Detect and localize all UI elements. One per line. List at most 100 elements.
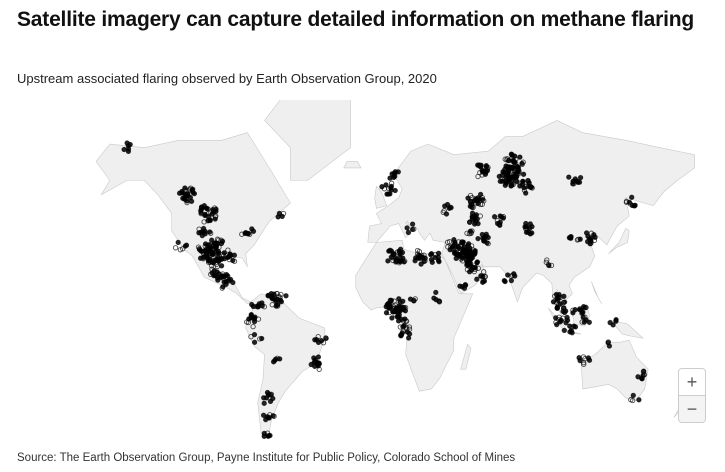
flare-dot[interactable] (513, 156, 519, 162)
flare-dot[interactable] (396, 296, 402, 302)
flare-dot[interactable] (569, 324, 575, 330)
flare-dot[interactable] (477, 191, 484, 198)
flare-dot[interactable] (212, 214, 219, 220)
flare-dot[interactable] (409, 226, 416, 233)
flare-dot[interactable] (268, 391, 275, 397)
flare-dot[interactable] (239, 231, 245, 237)
flare-dot[interactable] (388, 187, 394, 193)
flare-dot[interactable] (175, 239, 181, 246)
flare-dot[interactable] (513, 173, 520, 179)
flare-dot[interactable] (200, 229, 206, 235)
flare-dot[interactable] (523, 225, 530, 231)
zoom-in-button[interactable]: + (686, 372, 698, 392)
flare-dot[interactable] (462, 248, 468, 254)
flare-dot[interactable] (475, 235, 481, 242)
flare-dot[interactable] (214, 269, 220, 275)
flare-dot[interactable] (477, 213, 483, 219)
flare-dot[interactable] (528, 184, 535, 190)
flare-dot[interactable] (561, 293, 567, 299)
flare-dot[interactable] (261, 304, 267, 310)
flare-dot[interactable] (283, 293, 289, 299)
flare-dot[interactable] (208, 230, 214, 236)
flare-dot[interactable] (481, 238, 488, 244)
flare-dot[interactable] (581, 361, 587, 367)
flare-dot[interactable] (315, 339, 322, 346)
flare-dot[interactable] (517, 154, 523, 160)
flare-dot[interactable] (605, 339, 611, 346)
flare-dot[interactable] (508, 183, 514, 189)
flare-dot[interactable] (641, 368, 647, 374)
flare-dot[interactable] (472, 219, 479, 225)
flare-dot[interactable] (389, 315, 395, 321)
flare-dot[interactable] (586, 357, 593, 363)
flare-dot[interactable] (505, 164, 511, 170)
flare-dot[interactable] (485, 240, 491, 247)
flare-dot[interactable] (250, 323, 256, 330)
flare-dot[interactable] (277, 297, 284, 303)
flare-dot[interactable] (198, 248, 204, 254)
flare-dot[interactable] (197, 255, 204, 261)
flare-dot[interactable] (502, 156, 508, 162)
flare-dot[interactable] (202, 253, 208, 259)
flare-dot[interactable] (398, 305, 404, 311)
flare-dot[interactable] (396, 258, 403, 264)
flare-dot[interactable] (428, 256, 435, 263)
flare-dot[interactable] (465, 243, 471, 249)
flare-dot[interactable] (315, 363, 321, 369)
flare-dot[interactable] (315, 333, 321, 340)
flare-dot[interactable] (607, 319, 613, 326)
flare-dot[interactable] (244, 319, 250, 325)
flare-dot[interactable] (219, 238, 226, 244)
flare-dot[interactable] (231, 252, 238, 258)
flare-dot[interactable] (273, 303, 279, 309)
flare-dot[interactable] (577, 174, 584, 181)
flare-dot[interactable] (428, 251, 434, 258)
flare-dot[interactable] (491, 214, 498, 220)
flare-dot[interactable] (381, 186, 388, 192)
flare-dot[interactable] (210, 251, 216, 257)
flare-dot[interactable] (523, 183, 530, 189)
flare-dot[interactable] (569, 330, 575, 336)
flare-dot[interactable] (387, 247, 393, 253)
flare-dot[interactable] (497, 219, 503, 225)
flare-dot[interactable] (223, 271, 230, 278)
flare-dot[interactable] (400, 298, 406, 304)
flare-dot[interactable] (398, 331, 405, 338)
flare-dot[interactable] (172, 245, 179, 251)
flare-dot[interactable] (475, 265, 481, 271)
flare-dot[interactable] (205, 210, 212, 216)
flare-dot[interactable] (466, 260, 472, 267)
zoom-out-button[interactable]: − (679, 395, 705, 422)
flare-dot[interactable] (613, 318, 619, 324)
flare-dot[interactable] (272, 357, 278, 364)
flare-dot[interactable] (523, 190, 529, 196)
flare-dot[interactable] (221, 279, 227, 285)
flare-dot[interactable] (320, 340, 327, 346)
flare-dot[interactable] (525, 177, 531, 184)
flare-dot[interactable] (251, 339, 258, 345)
flare-dot[interactable] (249, 226, 255, 232)
flare-dot[interactable] (388, 254, 394, 260)
flare-dot[interactable] (461, 285, 468, 291)
flare-dot[interactable] (213, 206, 219, 212)
flare-dot[interactable] (385, 191, 391, 197)
flare-dot[interactable] (477, 196, 483, 202)
flare-dot[interactable] (471, 198, 478, 204)
flare-dot[interactable] (277, 356, 283, 362)
flare-dot[interactable] (545, 261, 552, 268)
flare-dot[interactable] (480, 273, 486, 280)
flare-dot[interactable] (213, 240, 219, 246)
flare-dot[interactable] (127, 141, 133, 148)
flare-dot[interactable] (205, 217, 212, 223)
flare-dot[interactable] (586, 319, 592, 325)
flare-dot[interactable] (392, 255, 399, 261)
flare-dot[interactable] (311, 355, 317, 361)
flare-dot[interactable] (403, 318, 410, 324)
flare-dot[interactable] (474, 259, 480, 266)
flare-dot[interactable] (508, 151, 515, 157)
flare-dot[interactable] (385, 258, 391, 264)
flare-dot[interactable] (209, 237, 215, 243)
flare-dot[interactable] (392, 170, 398, 176)
flare-dot[interactable] (265, 391, 272, 397)
flare-dot[interactable] (405, 229, 412, 236)
